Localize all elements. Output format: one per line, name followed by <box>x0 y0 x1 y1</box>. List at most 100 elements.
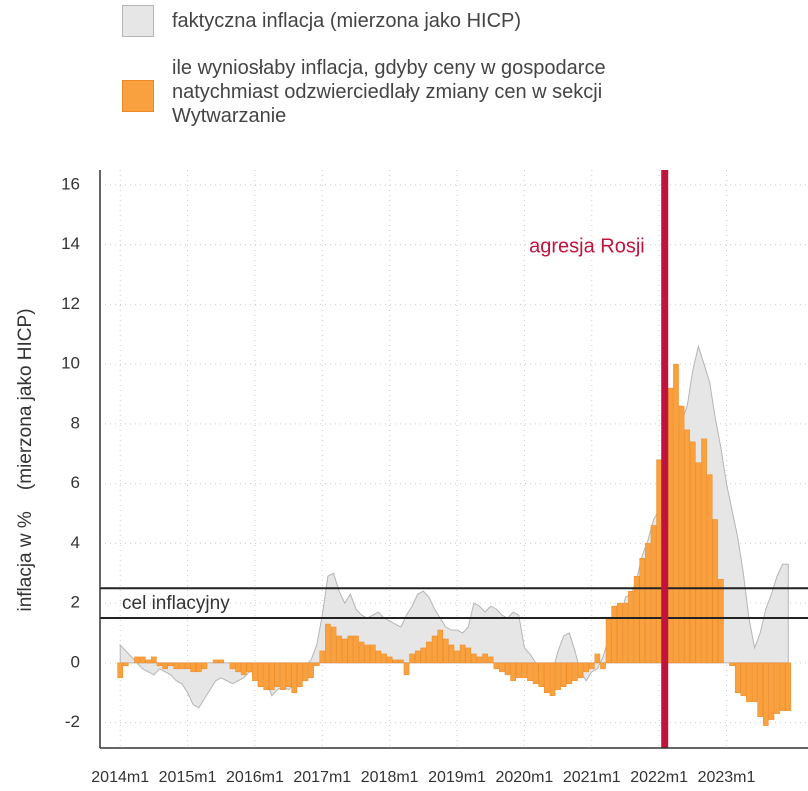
bar <box>302 662 309 682</box>
x-tick-label: 2018m1 <box>361 769 419 786</box>
bar <box>577 662 584 679</box>
y-axis-label: inflacja w % (mierzona jako HICP) <box>15 308 36 611</box>
bar <box>330 626 337 664</box>
bar <box>336 635 342 664</box>
bar <box>122 662 129 667</box>
bar <box>190 662 196 673</box>
x-tick-label: 2016m1 <box>226 769 284 786</box>
bar <box>280 662 286 691</box>
bar <box>740 662 747 696</box>
bar <box>274 662 281 688</box>
legend-label: ile wyniosłaby inflacja, gdyby ceny w go… <box>172 57 606 127</box>
bar <box>263 662 270 691</box>
legend-item: faktyczna inflacja (mierzona jako HICP) <box>122 5 521 37</box>
bar <box>544 662 550 693</box>
bar <box>325 623 331 664</box>
bar <box>645 543 651 664</box>
bar <box>487 656 494 664</box>
x-tick-label: 2019m1 <box>428 769 486 786</box>
y-tick-label: 10 <box>61 354 80 373</box>
bar <box>785 662 792 711</box>
x-tick-label: 2020m1 <box>495 769 553 786</box>
legend-item: ile wyniosłaby inflacja, gdyby ceny w go… <box>122 56 606 128</box>
bar <box>701 438 707 664</box>
bar <box>673 363 679 664</box>
bar <box>291 662 298 693</box>
bar <box>678 405 685 664</box>
bar <box>353 635 359 664</box>
bar <box>510 662 516 682</box>
bar <box>622 602 629 664</box>
x-tick-label: 2022m1 <box>630 769 688 786</box>
bar <box>532 662 539 685</box>
bar <box>471 653 477 664</box>
bar <box>515 662 522 679</box>
bar <box>482 653 488 664</box>
bar <box>476 656 483 664</box>
bar <box>538 662 545 688</box>
bar <box>167 662 174 667</box>
legend-swatch <box>122 5 154 37</box>
bar <box>156 662 163 667</box>
x-tick-label: 2014m1 <box>91 769 149 786</box>
bar <box>566 662 573 685</box>
bar <box>712 519 719 664</box>
bar <box>201 662 208 670</box>
bar <box>285 662 292 688</box>
annotation: cel inflacyjny <box>122 593 230 614</box>
bar <box>650 525 657 664</box>
bar <box>437 629 444 664</box>
bar <box>560 662 567 688</box>
y-tick-label: 4 <box>71 533 80 552</box>
y-tick-label: 0 <box>71 652 80 671</box>
bar <box>162 662 168 670</box>
bar <box>746 662 752 702</box>
bar <box>184 662 191 670</box>
y-tick-label: -2 <box>65 712 80 731</box>
bar <box>392 659 399 664</box>
bar <box>139 656 146 664</box>
y-tick-label: 14 <box>61 234 80 253</box>
bar <box>297 662 303 688</box>
bar <box>493 662 500 670</box>
bar <box>414 650 421 664</box>
bar <box>240 662 247 676</box>
bar <box>695 462 702 664</box>
bar <box>426 641 432 664</box>
bar <box>667 387 674 664</box>
bar <box>762 662 769 726</box>
annotation: agresja Rosji <box>529 235 645 257</box>
bar <box>313 662 320 667</box>
bar <box>751 662 758 702</box>
bar <box>358 641 365 664</box>
y-tick-label: 6 <box>71 473 80 492</box>
bar <box>729 662 735 667</box>
bar <box>420 647 427 664</box>
bar <box>398 659 404 664</box>
bar <box>196 662 202 673</box>
bar <box>319 650 326 664</box>
bar <box>611 605 618 664</box>
bar <box>229 662 236 670</box>
bar <box>145 659 152 664</box>
bar <box>633 575 640 664</box>
x-tick-label: 2023m1 <box>698 769 756 786</box>
bar <box>386 656 393 664</box>
bar <box>173 662 180 670</box>
bar <box>409 653 415 664</box>
bar <box>706 474 713 664</box>
legend-swatch <box>122 80 154 112</box>
bar <box>639 558 646 664</box>
bar <box>308 662 314 679</box>
bar <box>588 662 595 670</box>
x-tick-label: 2017m1 <box>293 769 351 786</box>
x-tick-label: 2021m1 <box>563 769 621 786</box>
bar <box>656 459 662 664</box>
y-tick-label: 12 <box>61 294 80 313</box>
bar <box>403 662 410 676</box>
y-tick-label: 16 <box>61 174 80 193</box>
y-tick-label: 8 <box>71 413 80 432</box>
bar <box>628 590 634 664</box>
